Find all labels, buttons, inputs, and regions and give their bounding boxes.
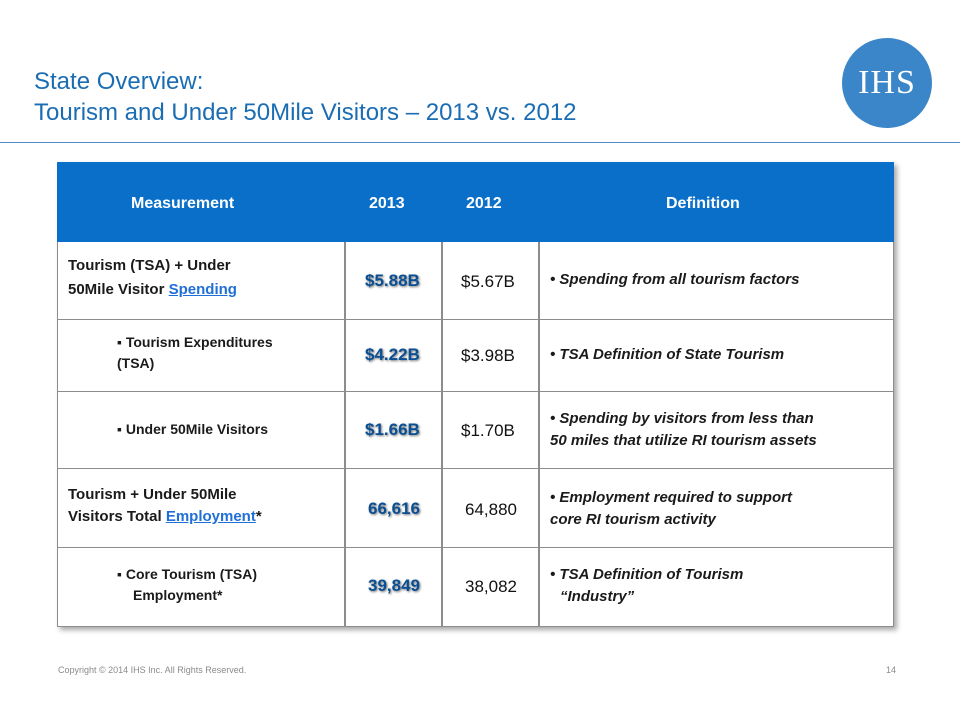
header-measurement: Measurement: [131, 195, 235, 212]
spending-link[interactable]: Spending: [168, 281, 237, 298]
column-divider: [441, 242, 443, 627]
page-number: 14: [886, 665, 897, 675]
table-row-measurement: Tourism (TSA) + Under 50Mile Visitor Spe…: [68, 257, 237, 298]
header-2012: 2012: [466, 195, 502, 212]
value-2013: 66,616: [368, 499, 420, 518]
header-definition: Definition: [666, 195, 740, 212]
header-2013: 2013: [369, 195, 405, 212]
page-title-line-1: State Overview:: [34, 68, 204, 95]
table-row-measurement: ▪ Under 50Mile Visitors: [117, 421, 268, 437]
value-2013: $5.88B: [365, 271, 420, 290]
value-2012: 38,082: [465, 577, 517, 596]
page-title-line-2: Tourism and Under 50Mile Visitors – 2013…: [34, 99, 577, 126]
definition: • Spending by visitors from less than 50…: [550, 410, 817, 449]
table-row-measurement: Tourism + Under 50Mile Visitors Total Em…: [68, 486, 262, 525]
definition: • Spending from all tourism factors: [550, 271, 800, 288]
table-body: [57, 242, 894, 627]
definition: • TSA Definition of State Tourism: [550, 346, 785, 363]
table-row-measurement: ▪ Core Tourism (TSA) Employment*: [117, 566, 258, 603]
row-divider: [57, 319, 894, 320]
employment-link[interactable]: Employment: [165, 508, 256, 525]
row-divider: [57, 391, 894, 392]
column-divider: [538, 242, 540, 627]
value-2013: $4.22B: [365, 345, 420, 364]
column-divider: [344, 242, 346, 627]
definition: • TSA Definition of Tourism “Industry”: [550, 566, 744, 605]
value-2012: $3.98B: [461, 346, 515, 365]
table-header: Measurement 2013 2012 Definition: [57, 162, 894, 242]
row-divider: [57, 547, 894, 548]
title-divider: [0, 142, 960, 143]
definition: • Employment required to support core RI…: [550, 489, 792, 528]
value-2013: $1.66B: [365, 420, 420, 439]
table-row-measurement: ▪ Tourism Expenditures (TSA): [117, 334, 273, 371]
value-2012: 64,880: [465, 500, 517, 519]
overview-table: Measurement 2013 2012 Definition Tourism…: [57, 162, 894, 627]
copyright-text: Copyright © 2014 IHS Inc. All Rights Res…: [58, 665, 247, 675]
page-title: State Overview: Tourism and Under 50Mile…: [34, 66, 814, 128]
value-2012: $5.67B: [461, 272, 515, 291]
row-divider: [57, 468, 894, 469]
value-2012: $1.70B: [461, 421, 515, 440]
value-2013: 39,849: [368, 576, 420, 595]
ihs-logo: IHS: [842, 38, 932, 128]
